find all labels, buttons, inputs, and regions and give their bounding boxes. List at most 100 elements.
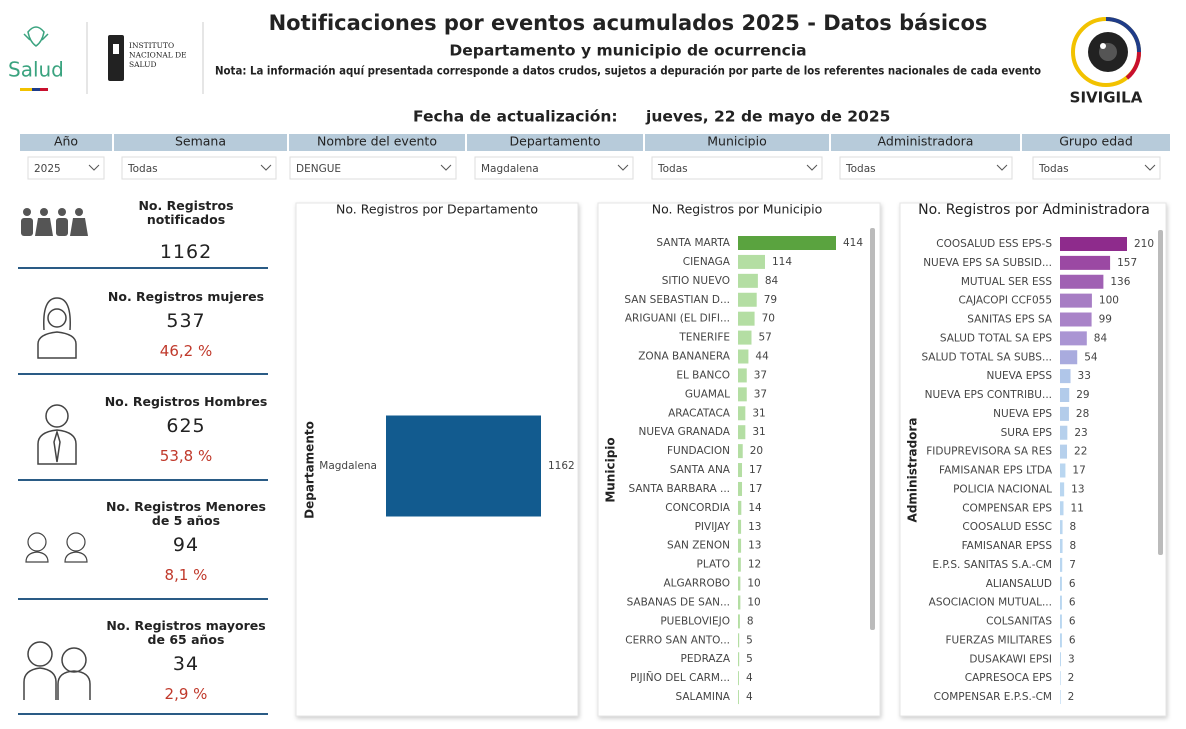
category-label: FAMISANAR EPS LTDA <box>939 465 1053 477</box>
category-label: COLSANITAS <box>986 616 1052 628</box>
bar <box>738 671 739 686</box>
category-label: SANTA ANA <box>670 464 731 476</box>
kpi-value: 537 <box>166 310 206 332</box>
value-label: 20 <box>750 445 763 457</box>
filter-label: Departamento <box>510 134 601 149</box>
bar <box>738 538 742 553</box>
chevron <box>260 164 272 171</box>
ins-emblem <box>108 35 124 81</box>
bar <box>738 236 836 250</box>
filter-header <box>831 134 1020 151</box>
filter-dropdown[interactable] <box>839 156 1013 180</box>
category-label: FUERZAS MILITARES <box>945 634 1052 646</box>
ins-emblem-mark <box>113 44 119 54</box>
logo-sivigila: SIVIGILA <box>1070 89 1143 107</box>
category-label: E.P.S. SANITAS S.A.-CM <box>932 559 1052 571</box>
filter-dropdown[interactable] <box>121 156 277 180</box>
filter-dropdown[interactable] <box>27 156 105 180</box>
bar <box>738 368 747 383</box>
category-label: FUNDACION <box>667 445 730 457</box>
bar <box>1060 331 1087 346</box>
category-label: SALUD TOTAL SA SUBS... <box>921 351 1052 363</box>
filter-header <box>645 134 829 151</box>
scrollbar[interactable] <box>870 228 875 630</box>
filter-value: Todas <box>657 163 688 175</box>
flag-blue <box>32 88 40 91</box>
filter-dropdown[interactable] <box>289 156 457 180</box>
value-label: 8 <box>747 615 754 627</box>
value-label: 28 <box>1076 408 1089 420</box>
category-label: COOSALUD ESS EPS-S <box>936 238 1052 250</box>
filter-header <box>289 134 465 151</box>
chevron <box>806 164 818 171</box>
value-label: 29 <box>1076 389 1089 401</box>
bar <box>1060 614 1062 629</box>
category-label: ALIANSALUD <box>986 578 1052 590</box>
kpi-label: No. Registros Menores de 5 años <box>106 499 266 528</box>
category-label: CERRO SAN ANTO... <box>625 634 730 646</box>
category-label: NUEVA GRANADA <box>638 426 730 438</box>
value-label: 37 <box>754 369 767 381</box>
bar <box>738 481 743 496</box>
value-label: 6 <box>1069 616 1076 628</box>
value-label: 99 <box>1099 314 1112 326</box>
bar <box>738 576 741 591</box>
category-label: SALAMINA <box>675 691 730 703</box>
value-label: 8 <box>1070 540 1077 552</box>
bar <box>1060 293 1092 308</box>
value-label: 13 <box>748 540 761 552</box>
category-label: COMPENSAR EPS <box>962 502 1052 514</box>
filter-header <box>1022 134 1170 151</box>
value-label: 84 <box>1094 332 1108 344</box>
bar <box>1060 539 1063 553</box>
category-label: POLICIA NACIONAL <box>953 483 1052 495</box>
update-label: Fecha de actualización: <box>413 108 618 126</box>
value-label: 6 <box>1069 597 1076 609</box>
value-label: 8 <box>1070 521 1077 533</box>
bar <box>738 463 743 478</box>
bar <box>1060 671 1061 686</box>
value-label: 6 <box>1069 578 1076 590</box>
bar <box>738 406 746 421</box>
value-label: 22 <box>1074 446 1087 458</box>
flag-red <box>40 88 48 91</box>
salud-emblem <box>23 26 49 47</box>
filter-label: Administradora <box>878 134 974 149</box>
filter-dropdown[interactable] <box>474 156 634 180</box>
filter-dropdown[interactable] <box>1032 156 1161 180</box>
value-label: 84 <box>765 275 779 287</box>
value-label: 54 <box>1084 351 1098 363</box>
bar <box>738 633 740 648</box>
category-label: SABANAS DE SAN... <box>627 596 730 608</box>
bar <box>738 444 743 459</box>
category-label: TENERIFE <box>678 332 730 344</box>
logo-ins: INSTITUTO <box>129 41 174 50</box>
children-icon <box>25 532 88 563</box>
scrollbar[interactable] <box>1158 230 1163 555</box>
value-label: 210 <box>1134 238 1154 250</box>
bar <box>1060 237 1127 251</box>
category-label: PLATO <box>697 559 730 571</box>
bar <box>386 415 541 517</box>
category-label: FAMISANAR EPSS <box>962 540 1053 552</box>
filter-value: 2025 <box>34 163 61 175</box>
category-label: SAN ZENON <box>667 540 730 552</box>
value-label: 157 <box>1117 257 1137 269</box>
chevron <box>996 164 1008 171</box>
value-label: 10 <box>747 578 760 590</box>
woman-icon <box>37 297 77 359</box>
kpi-card: No. Registros mujeres 537 46,2 % <box>101 290 271 361</box>
category-label: ARACATACA <box>668 407 731 419</box>
bar <box>1060 463 1066 478</box>
elderly-icon <box>23 641 91 700</box>
value-label: 3 <box>1068 653 1075 665</box>
bar <box>738 614 740 629</box>
filter-dropdown[interactable] <box>651 156 823 180</box>
category-label: PUEBLOVIEJO <box>660 615 730 627</box>
kpi-percent: 8,1 % <box>164 566 208 584</box>
bar <box>738 595 741 610</box>
kpi-percent: 53,8 % <box>159 447 213 465</box>
value-label: 44 <box>755 351 769 363</box>
